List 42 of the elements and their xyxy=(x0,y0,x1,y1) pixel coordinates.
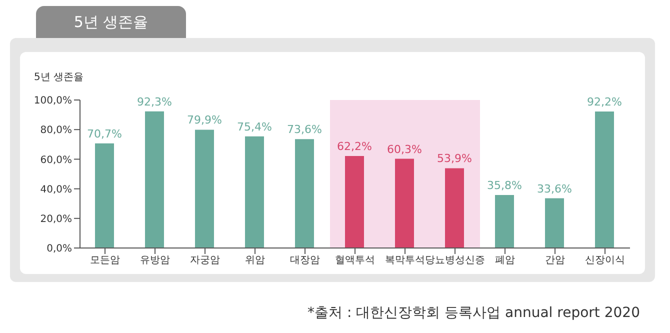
bar xyxy=(145,111,164,248)
bar xyxy=(195,130,214,248)
y-tick-label: 100,0% xyxy=(34,96,72,107)
bar xyxy=(95,143,114,248)
x-tick-label: 자궁암 xyxy=(190,255,220,266)
x-tick-label: 당뇨병성신증 xyxy=(425,255,485,266)
bar xyxy=(245,136,264,248)
bar xyxy=(445,168,464,248)
y-axis-title: 5년 생존율 xyxy=(34,71,84,84)
x-tick-label: 폐암 xyxy=(495,255,515,266)
bar xyxy=(395,158,414,248)
x-tick-label: 위암 xyxy=(245,255,265,266)
x-tick-label: 대장암 xyxy=(290,255,320,266)
bar xyxy=(595,112,614,248)
bar xyxy=(295,139,314,248)
data-label: 79,9% xyxy=(187,114,222,127)
bar xyxy=(345,156,364,248)
data-label: 60,3% xyxy=(387,142,422,156)
y-tick-label: 20,0% xyxy=(40,214,72,225)
y-tick-label: 40,0% xyxy=(40,184,72,196)
x-tick-label: 복막투석 xyxy=(385,255,425,266)
data-label: 75,4% xyxy=(237,120,272,134)
data-label: 70,7% xyxy=(87,127,122,140)
bar xyxy=(495,195,514,248)
x-tick-label: 신장이식 xyxy=(585,255,625,266)
data-label: 92,2% xyxy=(587,96,622,109)
chart-title: 5년 생존율 xyxy=(36,6,186,38)
bar xyxy=(545,198,564,248)
data-label: 33,6% xyxy=(537,182,572,196)
data-label: 92,3% xyxy=(137,95,172,108)
y-tick-label: 80,0% xyxy=(40,125,72,136)
y-tick-label: 60,0% xyxy=(40,154,72,166)
data-label: 62,2% xyxy=(337,140,372,153)
data-label: 53,9% xyxy=(437,152,472,166)
data-label: 35,8% xyxy=(487,179,522,192)
x-tick-label: 혈액투석 xyxy=(335,255,375,266)
x-tick-label: 모든암 xyxy=(90,255,120,266)
text: *출처 : 대한신장학회 등록사업 annual report 2020 xyxy=(308,304,640,322)
y-tick-label: 0,0% xyxy=(46,244,72,255)
data-label: 73,6% xyxy=(287,123,322,136)
x-tick-label: 유방암 xyxy=(140,255,170,266)
x-tick-label: 간암 xyxy=(545,255,565,266)
